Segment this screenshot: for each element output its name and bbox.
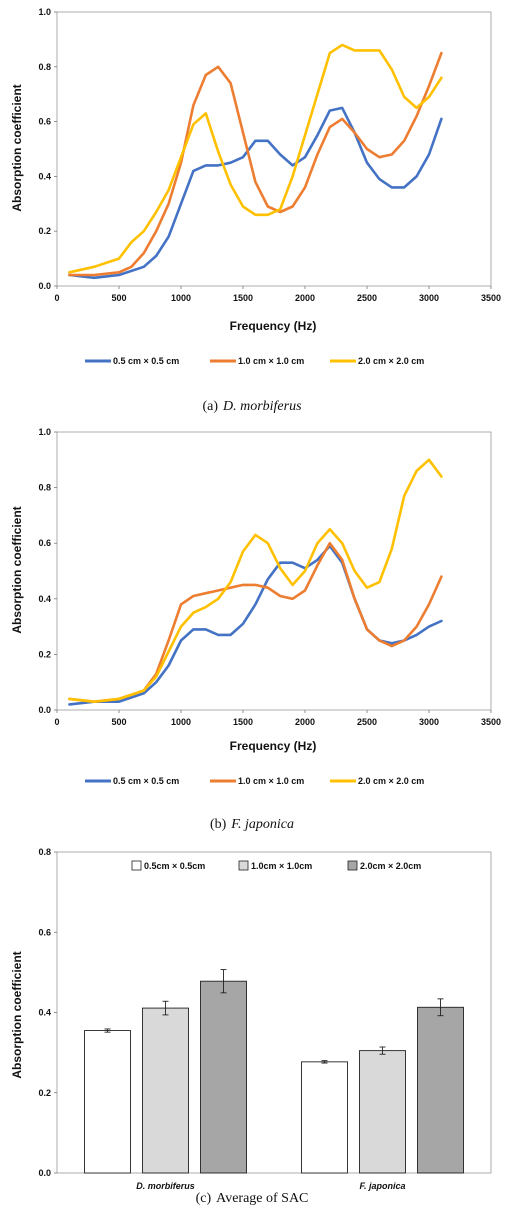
bar xyxy=(84,1030,131,1174)
x-tick-label: 500 xyxy=(111,717,126,727)
y-tick-label: 0.2 xyxy=(38,1088,51,1098)
y-tick-label: 0.8 xyxy=(38,62,51,72)
plot-area-b: 0.0 0.2 0.4 0.6 0.8 1.0 0 500 1000 1500 2000 2500 30… xyxy=(38,427,501,727)
caption-c-prefix: (c) xyxy=(196,1191,212,1206)
y-tick-label: 0.8 xyxy=(38,847,51,857)
x-tick-label: 3500 xyxy=(481,293,501,303)
x-tick-label: 1500 xyxy=(233,717,253,727)
line-chart-a: 0.0 0.2 0.4 0.6 0.8 1.0 0 500 1000 1500 2000 2500 30… xyxy=(10,7,501,414)
x-tick-label: 2000 xyxy=(295,717,315,727)
bar xyxy=(359,1050,406,1174)
x-tick-label: 3000 xyxy=(419,717,439,727)
y-tick-label: 0.4 xyxy=(38,594,51,604)
y-tick-label: 1.0 xyxy=(38,7,51,17)
x-tick-label: 1000 xyxy=(171,717,191,727)
legend-a: 0.5 cm × 0.5 cm 1.0 cm × 1.0 cm 2.0 cm × 2… xyxy=(85,356,424,366)
bar xyxy=(417,1006,464,1174)
y-tick-label: 0.6 xyxy=(38,117,51,127)
x-axis-label-b: Frequency (Hz) xyxy=(230,739,317,753)
legend-swatch-2 xyxy=(238,860,249,871)
y-tick-label: 0.0 xyxy=(38,705,51,715)
series-line-3 xyxy=(68,43,443,274)
legend-label-2: 1.0cm × 1.0cm xyxy=(251,861,312,871)
line-chart-b: 0.0 0.2 0.4 0.6 0.8 1.0 0 500 1000 1500 2000 2500 30… xyxy=(10,427,501,832)
caption-b-name: F. japonica xyxy=(230,817,294,832)
y-tick-label: 0.0 xyxy=(38,281,51,291)
bar-chart-c: 0.00.20.40.60.8D. morbiferus F. japonica … xyxy=(10,847,492,1206)
legend-label-2: 1.0 cm × 1.0 cm xyxy=(238,776,304,786)
y-tick-label: 0.2 xyxy=(38,226,51,236)
x-axis-label-a: Frequency (Hz) xyxy=(230,319,317,333)
category-label: F. japonica xyxy=(359,1181,405,1191)
legend-label-3: 2.0 cm × 2.0 cm xyxy=(358,776,424,786)
x-tick-label: 3500 xyxy=(481,717,501,727)
series-line-3 xyxy=(68,458,443,704)
x-tick-label: 3000 xyxy=(419,293,439,303)
legend-c: 0.5cm × 0.5cm 1.0cm × 1.0cm 2.0cm × 2.0cm xyxy=(131,860,421,871)
caption-c: (c) Average of SAC xyxy=(196,1191,309,1206)
caption-c-name: Average of SAC xyxy=(216,1191,308,1206)
series-line-2 xyxy=(68,541,443,704)
y-tick-label: 0.8 xyxy=(38,483,51,493)
caption-b-prefix: (b) xyxy=(210,817,227,832)
legend-label-3: 2.0 cm × 2.0 cm xyxy=(358,356,424,366)
y-axis-label-c: Absorption coefficient xyxy=(10,951,24,1078)
bar xyxy=(301,1061,348,1174)
series-line-1 xyxy=(68,544,443,706)
caption-a-prefix: (a) xyxy=(202,399,218,414)
plot-frame-a xyxy=(56,11,492,287)
x-tick-label: 0 xyxy=(54,293,59,303)
x-tick-label: 500 xyxy=(111,293,126,303)
plot-area-c: 0.0 0.2 0.4 0.6 0.8 D. morbiferus F. japonica xyxy=(38,847,492,1191)
legend-label-1: 0.5 cm × 0.5 cm xyxy=(113,356,179,366)
y-tick-label: 0.4 xyxy=(38,171,51,181)
series-line-2 xyxy=(68,51,443,277)
x-tick-label: 2500 xyxy=(357,717,377,727)
plot-frame-b xyxy=(56,431,492,711)
x-tick-label: 2500 xyxy=(357,293,377,303)
x-tick-label: 0 xyxy=(54,717,59,727)
x-tick-label: 1000 xyxy=(171,293,191,303)
legend-swatch-3 xyxy=(347,860,358,871)
legend-label-1: 0.5 cm × 0.5 cm xyxy=(113,776,179,786)
y-tick-label: 0.6 xyxy=(38,538,51,548)
caption-b: (b) F. japonica xyxy=(210,817,294,832)
caption-a: (a) D. morbiferus xyxy=(202,399,302,414)
bar xyxy=(200,980,247,1174)
category-label: D. morbiferus xyxy=(136,1181,195,1191)
series-line-1 xyxy=(68,106,443,280)
y-tick-label: 0.0 xyxy=(38,1168,51,1178)
plot-area-a: 0.0 0.2 0.4 0.6 0.8 1.0 0 500 1000 1500 2000 2500 30… xyxy=(38,7,501,303)
bar xyxy=(142,1007,189,1174)
legend-label-2: 1.0 cm × 1.0 cm xyxy=(238,356,304,366)
legend-label-1: 0.5cm × 0.5cm xyxy=(144,861,205,871)
x-tick-label: 1500 xyxy=(233,293,253,303)
legend-swatch-1 xyxy=(131,860,142,871)
y-tick-label: 0.4 xyxy=(38,1008,51,1018)
legend-b: 0.5 cm × 0.5 cm 1.0 cm × 1.0 cm 2.0 cm × 2… xyxy=(85,776,424,786)
x-tick-label: 2000 xyxy=(295,293,315,303)
y-axis-label-b: Absorption coefficient xyxy=(10,506,24,633)
legend-label-3: 2.0cm × 2.0cm xyxy=(360,861,421,871)
caption-a-name: D. morbiferus xyxy=(222,399,302,414)
y-tick-label: 0.2 xyxy=(38,649,51,659)
y-axis-label-a: Absorption coefficient xyxy=(10,84,24,211)
y-tick-label: 0.6 xyxy=(38,927,51,937)
y-tick-label: 1.0 xyxy=(38,427,51,437)
